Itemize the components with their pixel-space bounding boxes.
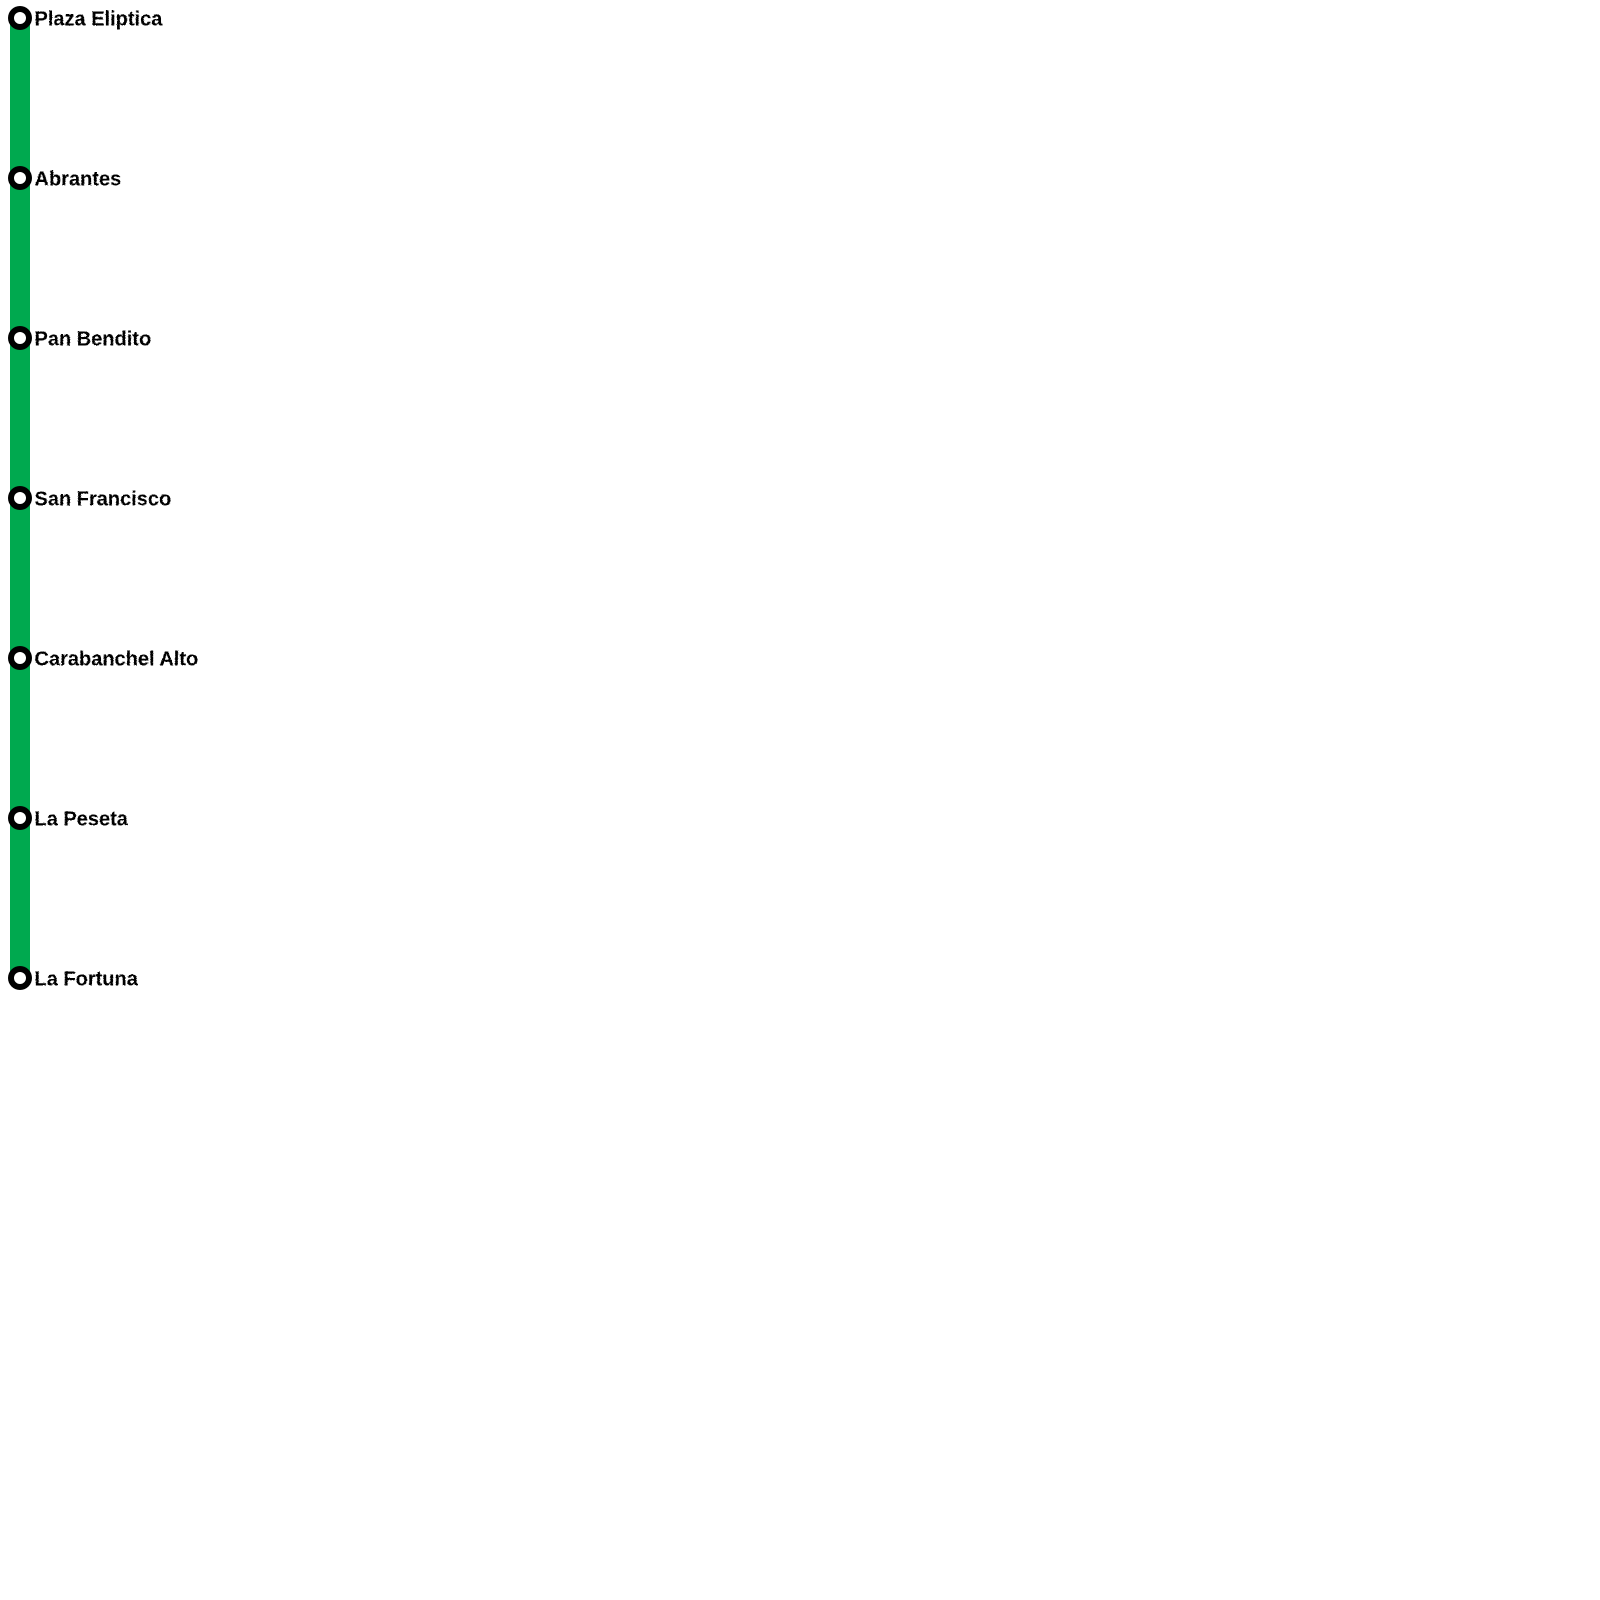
svg-text:Plaza Eliptica: Plaza Eliptica bbox=[34, 8, 163, 30]
svg-text:San Francisco: San Francisco bbox=[34, 488, 171, 510]
svg-text:La Peseta: La Peseta bbox=[34, 808, 128, 830]
svg-text:La Fortuna: La Fortuna bbox=[34, 968, 138, 990]
svg-text:Carabanchel Alto: Carabanchel Alto bbox=[34, 648, 198, 670]
svg-text:Pan Bendito: Pan Bendito bbox=[34, 328, 151, 350]
svg-text:Abrantes: Abrantes bbox=[34, 168, 121, 190]
